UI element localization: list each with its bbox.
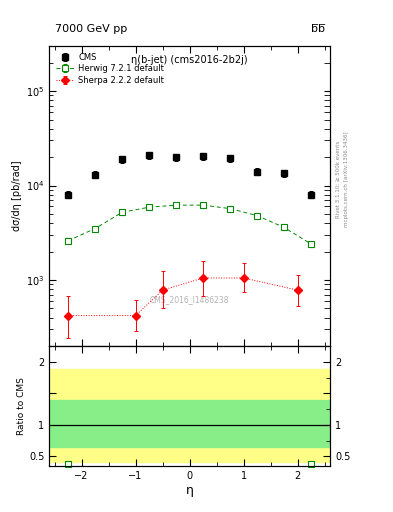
- Text: η(b-jet) (cms2016-2b2j): η(b-jet) (cms2016-2b2j): [131, 55, 248, 65]
- Y-axis label: dσ/dη [pb/rad]: dσ/dη [pb/rad]: [12, 161, 22, 231]
- Text: CMS_2016_I1486238: CMS_2016_I1486238: [150, 295, 230, 304]
- Text: 7000 GeV pp: 7000 GeV pp: [55, 24, 127, 34]
- Text: b̅b̅: b̅b̅: [310, 24, 325, 34]
- X-axis label: η: η: [185, 483, 194, 497]
- Text: mcplots.cern.ch [arXiv:1306.3436]: mcplots.cern.ch [arXiv:1306.3436]: [344, 132, 349, 227]
- Bar: [49, 369, 330, 461]
- Text: Rivet 3.1.10; ≥ 500k events: Rivet 3.1.10; ≥ 500k events: [336, 141, 341, 218]
- Bar: [49, 400, 330, 447]
- Y-axis label: Ratio to CMS: Ratio to CMS: [17, 377, 26, 435]
- Legend: CMS, Herwig 7.2.1 default, Sherpa 2.2.2 default: CMS, Herwig 7.2.1 default, Sherpa 2.2.2 …: [52, 50, 167, 88]
